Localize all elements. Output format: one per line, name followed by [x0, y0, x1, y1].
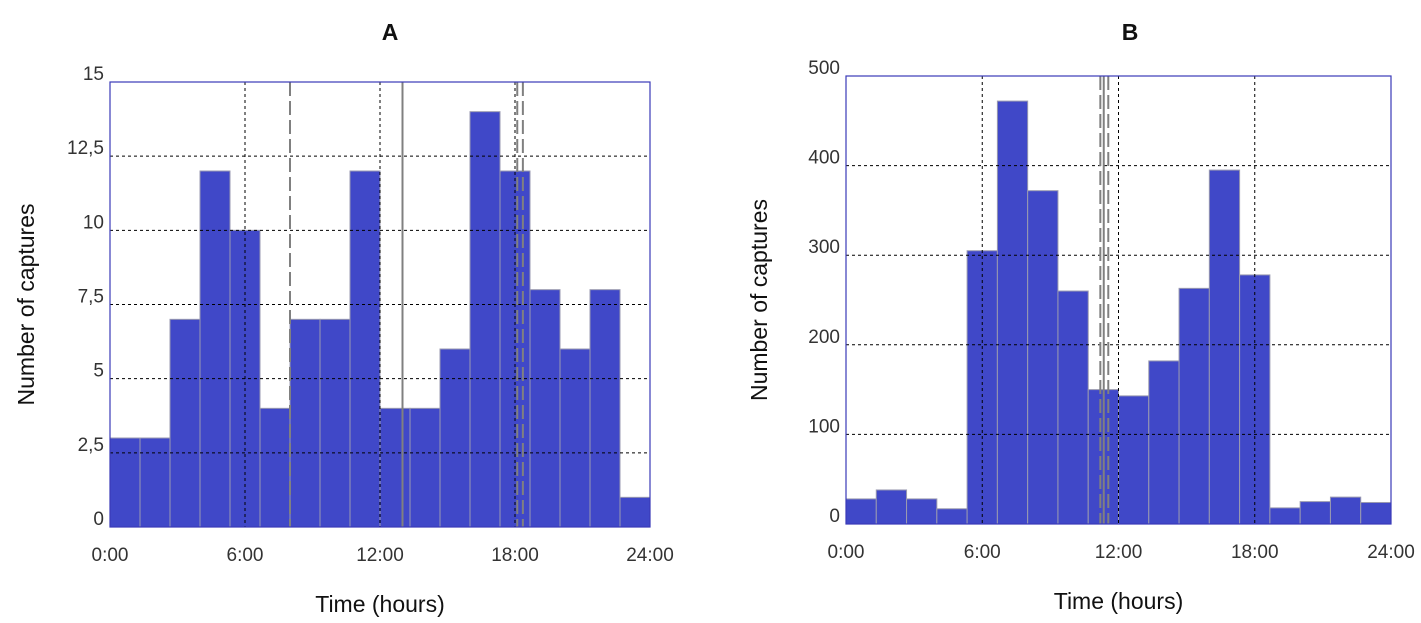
y-tick-label: 500	[808, 58, 840, 79]
bar	[1360, 501, 1392, 525]
chart-title: A	[382, 19, 399, 45]
x-axis-label: Time (hours)	[1054, 588, 1184, 614]
y-tick-label: 7,5	[78, 287, 104, 308]
bar	[199, 170, 231, 528]
y-tick-label: 300	[808, 237, 840, 258]
x-tick-label: 0:00	[92, 545, 129, 566]
y-tick-label: 10	[83, 212, 104, 233]
plot-frame	[845, 75, 1392, 525]
y-tick-label: 12,5	[67, 138, 104, 159]
bar	[169, 318, 201, 528]
chart-title: B	[1122, 19, 1139, 45]
bar	[589, 289, 621, 528]
bar	[379, 407, 411, 528]
bar	[319, 318, 351, 528]
chart-A: A 0 2,5 5 7,5 10 12,5 15 0:00 6:00 12:00 18:00 24:00…	[13, 19, 674, 617]
y-tick-label: 0	[93, 509, 104, 530]
x-axis-label: Time (hours)	[315, 591, 445, 617]
bar	[619, 496, 651, 528]
bar	[875, 489, 908, 525]
x-tick-label: 12:00	[1095, 542, 1143, 563]
y-tick-label: 2,5	[78, 435, 104, 456]
x-tick-label: 0:00	[828, 542, 865, 563]
x-tick-label: 12:00	[356, 545, 404, 566]
bar	[289, 318, 321, 528]
bar	[966, 250, 998, 525]
bar	[845, 498, 877, 525]
bar	[936, 508, 968, 525]
bar	[1299, 501, 1331, 525]
y-tick-label: 100	[808, 416, 840, 437]
x-tick-label: 6:00	[964, 542, 1001, 563]
y-tick-label: 200	[808, 327, 840, 348]
bar	[559, 348, 591, 528]
x-tick-label: 24:00	[626, 545, 674, 566]
bar	[349, 170, 381, 528]
bar	[1057, 290, 1089, 525]
plot-frame	[109, 81, 651, 528]
x-tick-label: 24:00	[1367, 542, 1415, 563]
bar	[1027, 190, 1059, 525]
bar	[1118, 395, 1150, 525]
x-tick-label: 18:00	[1231, 542, 1279, 563]
y-axis-label: Number of captures	[746, 199, 772, 401]
chart-B: B 0 100 200 300 400 500 0:00 6:00 12:00 18:00 24:00…	[746, 19, 1415, 614]
bar	[409, 407, 441, 528]
bar	[439, 348, 471, 528]
y-tick-label: 0	[829, 506, 840, 527]
bar	[906, 498, 938, 525]
bar	[109, 437, 141, 528]
x-tick-label: 18:00	[491, 545, 539, 566]
y-tick-label: 400	[808, 148, 840, 169]
bar	[1148, 360, 1180, 525]
bar	[996, 100, 1029, 525]
bar	[529, 289, 561, 528]
bar	[1178, 287, 1210, 525]
bar	[1208, 169, 1241, 525]
bar	[139, 437, 171, 528]
x-tick-label: 6:00	[227, 545, 264, 566]
bar	[469, 111, 501, 528]
y-axis-label: Number of captures	[13, 204, 39, 406]
y-tick-label: 5	[93, 361, 104, 382]
bar	[1269, 507, 1301, 525]
bar	[259, 407, 291, 528]
bar	[1329, 496, 1362, 525]
y-tick-label: 15	[83, 64, 104, 85]
